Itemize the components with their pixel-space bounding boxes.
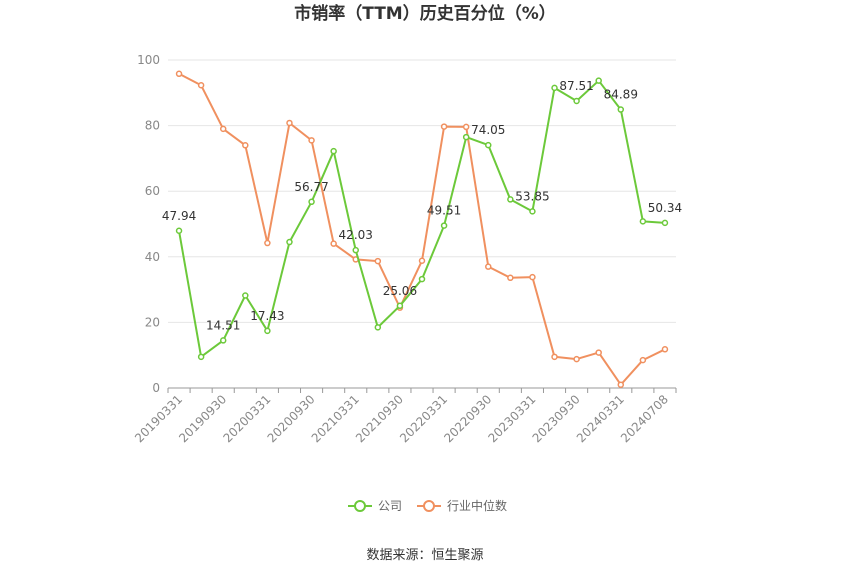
data-label-0: 47.94 xyxy=(162,209,196,223)
series-point-1-6 xyxy=(308,137,315,144)
series-point-1-5 xyxy=(286,119,293,127)
y-tick-label-100: 100 xyxy=(137,53,160,67)
data-label-12: 49.51 xyxy=(427,204,461,218)
series-point-0-20 xyxy=(617,106,625,113)
legend[interactable]: 公司 行业中位数 xyxy=(348,498,507,513)
series-point-1-4 xyxy=(264,239,271,247)
series-line-1 xyxy=(178,72,666,386)
legend-item-0[interactable]: 公司 xyxy=(348,499,402,513)
series-point-0-3 xyxy=(242,292,249,299)
series-point-0-17 xyxy=(551,84,558,92)
source-note: 数据来源：恒生聚源 xyxy=(366,548,483,563)
series-point-1-7 xyxy=(330,240,337,247)
legend-swatch-marker-1 xyxy=(423,500,435,512)
series-point-1-14 xyxy=(485,263,492,270)
series-point-1-11 xyxy=(418,257,426,264)
series-point-0-11 xyxy=(418,275,426,283)
series-point-0-0 xyxy=(175,227,183,235)
series-point-1-13 xyxy=(462,123,470,131)
series-point-1-12 xyxy=(440,123,448,130)
x-axis: 2019033120190930202003312020093020210331… xyxy=(132,387,677,445)
y-tick-label-60: 60 xyxy=(145,184,160,198)
series-point-0-14 xyxy=(485,141,492,149)
data-label-2: 14.51 xyxy=(206,318,240,332)
series-point-1-0 xyxy=(175,70,183,78)
y-tick-label-0: 0 xyxy=(152,381,160,395)
series-point-0-15 xyxy=(507,196,514,203)
series-1 xyxy=(175,70,669,388)
y-tick-label-80: 80 xyxy=(145,119,160,133)
y-axis: 0 20 40 60 80 100 xyxy=(137,53,160,395)
data-label-14: 74.05 xyxy=(471,123,505,137)
series-point-0-9 xyxy=(374,324,382,331)
series-point-1-17 xyxy=(551,353,558,361)
series-point-1-20 xyxy=(617,381,625,388)
series-point-1-3 xyxy=(242,142,249,149)
series-point-1-1 xyxy=(197,82,205,89)
data-label-16: 53.85 xyxy=(515,189,549,203)
series-point-1-22 xyxy=(661,346,669,353)
legend-item-1[interactable]: 行业中位数 xyxy=(417,498,507,513)
data-label-18: 87.51 xyxy=(559,79,593,93)
series-point-0-8 xyxy=(352,246,359,254)
data-label-6: 56.77 xyxy=(294,180,328,194)
data-label-8: 42.03 xyxy=(339,228,373,242)
series-point-0-21 xyxy=(639,218,647,225)
series-point-1-19 xyxy=(595,349,602,356)
series-point-0-5 xyxy=(286,238,293,246)
series-0 xyxy=(175,77,669,361)
x-tick-label-20240708: 20240708 xyxy=(618,392,671,445)
series-point-0-18 xyxy=(573,97,580,105)
data-label-20: 84.89 xyxy=(604,88,638,102)
data-label-10: 25.06 xyxy=(383,284,417,298)
legend-label-0: 公司 xyxy=(378,499,402,513)
series-point-1-18 xyxy=(573,355,580,363)
series-point-0-22 xyxy=(661,219,669,227)
series-layer xyxy=(175,70,669,388)
data-label-22: 50.34 xyxy=(648,201,682,215)
legend-swatch-marker-0 xyxy=(354,500,366,512)
series-point-0-4 xyxy=(264,327,271,335)
series-point-0-6 xyxy=(308,198,315,206)
chart-title: 市销率（TTM）历史百分位（%） xyxy=(294,3,556,24)
series-point-1-21 xyxy=(639,356,647,364)
legend-label-1: 行业中位数 xyxy=(447,498,507,513)
series-point-1-9 xyxy=(374,257,382,265)
series-point-0-16 xyxy=(529,208,536,215)
data-labels: 47.94 14.51 17.43 56.77 42.03 25.06 49.51 74.05… xyxy=(162,79,682,332)
series-point-0-13 xyxy=(462,133,470,141)
series-point-0-2 xyxy=(219,337,227,344)
grid-lines xyxy=(168,59,676,323)
series-point-1-15 xyxy=(507,274,514,282)
series-point-0-1 xyxy=(197,353,205,361)
series-point-0-7 xyxy=(330,147,337,155)
series-point-0-10 xyxy=(396,302,404,310)
y-tick-label-20: 20 xyxy=(145,315,160,329)
series-point-1-16 xyxy=(529,273,536,281)
y-tick-label-40: 40 xyxy=(145,250,160,264)
series-point-0-19 xyxy=(595,77,602,84)
data-label-4: 17.43 xyxy=(250,309,284,323)
series-point-0-12 xyxy=(440,222,448,229)
series-point-1-2 xyxy=(219,125,227,133)
